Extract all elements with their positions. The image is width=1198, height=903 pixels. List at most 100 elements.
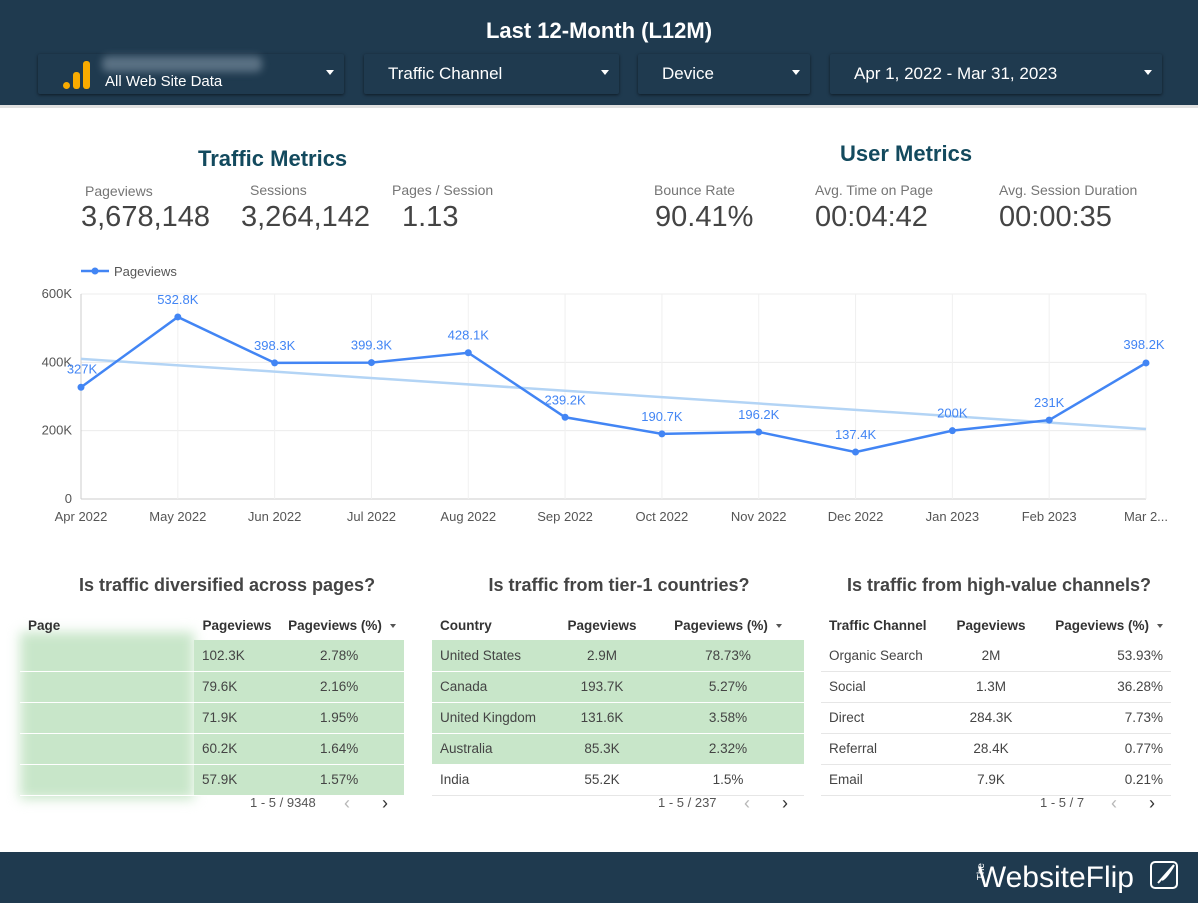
countries-next-page-icon[interactable]: › — [782, 793, 788, 813]
pages-next-page-icon[interactable]: › — [382, 793, 388, 813]
data-label: 200K — [937, 406, 968, 421]
sort-down-icon — [1157, 623, 1163, 628]
data-label: 190.7K — [641, 409, 683, 424]
avg-time-on-page-value: 00:04:42 — [815, 201, 928, 233]
column-header-pageviews-pct[interactable]: Pageviews (%) — [1036, 610, 1171, 640]
table-row[interactable]: Organic Search 2M 53.93% — [821, 640, 1171, 672]
table-row[interactable]: 71.9K 1.95% — [20, 702, 404, 734]
column-header-page[interactable]: Page — [28, 617, 61, 633]
data-point — [1142, 359, 1150, 367]
pages-per-session-label: Pages / Session — [392, 182, 494, 198]
avg-session-duration-value: 00:00:35 — [999, 201, 1112, 233]
pct-cell: 0.21% — [1036, 764, 1171, 796]
bounce-rate-label: Bounce Rate — [654, 182, 735, 198]
sessions-label: Sessions — [250, 182, 307, 198]
column-header-country[interactable]: Country — [440, 617, 492, 633]
channels-table: Traffic Channel Pageviews Pageviews (%) … — [821, 610, 1171, 796]
redacted-account-name — [102, 56, 262, 72]
data-point — [852, 448, 860, 456]
analytics-logo-icon — [63, 59, 93, 89]
pageviews-cell: 131.6K — [552, 702, 652, 734]
device-filter[interactable]: Device — [638, 54, 810, 94]
pct-cell: 36.28% — [1036, 671, 1171, 703]
y-tick-label: 200K — [42, 423, 73, 438]
sort-down-icon — [775, 623, 782, 628]
data-label: 532.8K — [157, 292, 199, 307]
x-tick-label: May 2022 — [149, 509, 206, 524]
footer-bar: The WebsiteFlip — [0, 852, 1198, 903]
pageviews-cell: 102.3K — [194, 640, 280, 672]
channel-cell: Social — [821, 671, 946, 703]
pages-prev-page-icon[interactable]: ‹ — [344, 793, 350, 813]
pageviews-cell: 57.9K — [194, 764, 280, 796]
column-header-pageviews[interactable]: Pageviews — [202, 617, 272, 633]
trend-line — [80, 357, 1147, 431]
data-point — [755, 428, 763, 436]
pct-cell: 1.95% — [280, 702, 404, 734]
property-selector[interactable]: All Web Site Data — [38, 54, 344, 94]
pct-cell: 5.27% — [652, 671, 804, 703]
column-header-pageviews[interactable]: Pageviews — [956, 617, 1026, 633]
channels-pager-text: 1 - 5 / 7 — [1040, 795, 1085, 810]
page-cell — [20, 764, 194, 796]
table-row[interactable]: Social 1.3M 36.28% — [821, 671, 1171, 703]
x-tick-label: Feb 2023 — [1022, 509, 1077, 524]
sort-down-icon — [389, 623, 396, 628]
countries-pager-text: 1 - 5 / 237 — [658, 795, 717, 810]
traffic-channel-filter[interactable]: Traffic Channel — [364, 54, 619, 94]
channels-next-page-icon[interactable]: › — [1149, 793, 1155, 813]
table-row[interactable]: United States 2.9M 78.73% — [432, 640, 804, 672]
date-range-picker[interactable]: Apr 1, 2022 - Mar 31, 2023 — [830, 54, 1162, 94]
pct-cell: 2.32% — [652, 733, 804, 765]
data-label: 196.2K — [738, 407, 780, 422]
pageviews-cell: 71.9K — [194, 702, 280, 734]
page-cell — [20, 702, 194, 734]
data-label: 327K — [67, 361, 98, 376]
table-row[interactable]: India 55.2K 1.5% — [432, 764, 804, 796]
data-label: 399.3K — [351, 338, 393, 353]
table-row[interactable]: 79.6K 2.16% — [20, 671, 404, 703]
country-cell: Canada — [432, 671, 552, 703]
pageviews-label: Pageviews — [85, 183, 153, 199]
data-point — [658, 430, 666, 438]
table-row[interactable]: Referral 28.4K 0.77% — [821, 733, 1171, 765]
column-header-traffic-channel[interactable]: Traffic Channel — [829, 617, 927, 633]
table-row[interactable]: Canada 193.7K 5.27% — [432, 671, 804, 703]
pageviews-cell: 2.9M — [552, 640, 652, 672]
page-cell — [20, 733, 194, 765]
column-header-pageviews[interactable]: Pageviews — [567, 617, 637, 633]
device-label: Device — [662, 64, 714, 83]
data-label: 398.2K — [1123, 337, 1165, 352]
table-row[interactable]: 102.3K 2.78% — [20, 640, 404, 672]
x-tick-label: Jan 2023 — [926, 509, 980, 524]
pct-cell: 3.58% — [652, 702, 804, 734]
header-label: Pageviews (%) — [1055, 617, 1149, 633]
table-row[interactable]: Email 7.9K 0.21% — [821, 764, 1171, 796]
channels-prev-page-icon[interactable]: ‹ — [1111, 793, 1117, 813]
pageviews-cell: 193.7K — [552, 671, 652, 703]
channels-question: Is traffic from high-value channels? — [846, 575, 1152, 595]
header-label: Pageviews (%) — [288, 617, 382, 633]
pageviews-cell: 28.4K — [946, 733, 1036, 765]
x-tick-label: Oct 2022 — [636, 509, 689, 524]
channel-cell: Referral — [821, 733, 946, 765]
countries-prev-page-icon[interactable]: ‹ — [744, 793, 750, 813]
chevron-down-icon — [1144, 70, 1152, 75]
page-cell — [20, 671, 194, 703]
country-cell: India — [432, 764, 552, 796]
pageviews-cell: 55.2K — [552, 764, 652, 796]
series-line-pageviews — [80, 315, 1147, 454]
table-row[interactable]: Direct 284.3K 7.73% — [821, 702, 1171, 734]
table-row[interactable]: 60.2K 1.64% — [20, 733, 404, 765]
table-row[interactable]: 57.9K 1.57% — [20, 764, 404, 796]
table-row[interactable]: Australia 85.3K 2.32% — [432, 733, 804, 765]
country-cell: United Kingdom — [432, 702, 552, 734]
pageviews-cell: 7.9K — [946, 764, 1036, 796]
data-point — [1045, 416, 1053, 424]
column-header-pageviews-pct[interactable]: Pageviews (%) — [280, 610, 404, 640]
pageviews-cell: 284.3K — [946, 702, 1036, 734]
data-label: 428.1K — [448, 328, 490, 343]
page-cell — [20, 640, 194, 672]
table-row[interactable]: United Kingdom 131.6K 3.58% — [432, 702, 804, 734]
column-header-pageviews-pct[interactable]: Pageviews (%) — [652, 610, 804, 640]
